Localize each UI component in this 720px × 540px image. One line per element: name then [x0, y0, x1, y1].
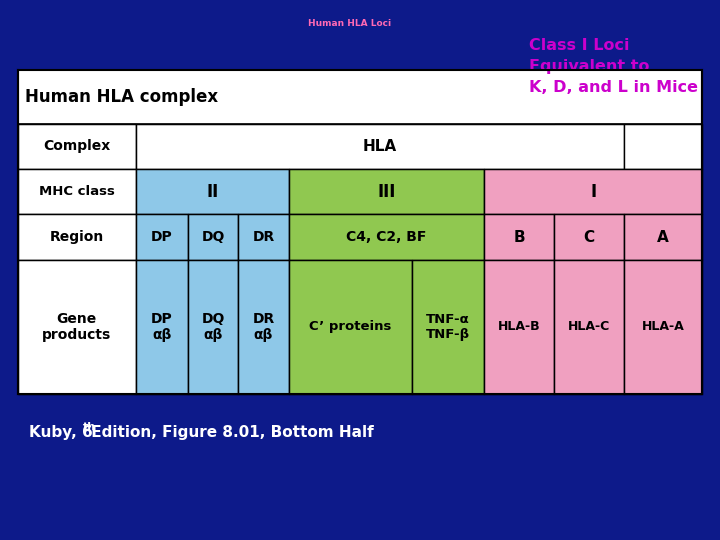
Text: HLA-C: HLA-C: [568, 320, 611, 334]
Text: Region: Region: [50, 230, 104, 244]
Text: C’ proteins: C’ proteins: [309, 320, 392, 334]
Bar: [18, 169, 135, 214]
Text: DR
αβ: DR αβ: [253, 312, 275, 342]
Bar: [18, 70, 702, 124]
Text: Class I Loci
Equivalent to
K, D, and L in Mice: Class I Loci Equivalent to K, D, and L i…: [529, 38, 698, 95]
Bar: [238, 260, 289, 394]
Bar: [18, 214, 135, 260]
Bar: [135, 169, 289, 214]
Bar: [624, 260, 702, 394]
Bar: [485, 169, 702, 214]
Bar: [18, 124, 135, 169]
Bar: [188, 260, 238, 394]
Text: Gene
products: Gene products: [42, 312, 112, 342]
Text: th: th: [83, 422, 96, 432]
Bar: [554, 214, 624, 260]
Text: HLA-B: HLA-B: [498, 320, 541, 334]
Bar: [18, 260, 135, 394]
Bar: [485, 214, 554, 260]
Text: A: A: [657, 230, 669, 245]
Bar: [188, 214, 238, 260]
Text: TNF-α
TNF-β: TNF-α TNF-β: [426, 313, 470, 341]
Text: DP
αβ: DP αβ: [150, 312, 173, 342]
Bar: [624, 124, 702, 169]
Bar: [238, 214, 289, 260]
Text: MHC class: MHC class: [39, 185, 114, 198]
Bar: [412, 260, 485, 394]
Text: DQ
αβ: DQ αβ: [202, 312, 225, 342]
Bar: [554, 260, 624, 394]
Bar: [289, 169, 485, 214]
Text: C4, C2, BF: C4, C2, BF: [346, 230, 427, 244]
Text: C: C: [584, 230, 595, 245]
Bar: [135, 124, 624, 169]
Text: II: II: [206, 183, 218, 201]
Text: HLA-A: HLA-A: [642, 320, 685, 334]
Text: Human HLA complex: Human HLA complex: [25, 88, 218, 106]
Bar: [18, 70, 702, 394]
Text: B: B: [513, 230, 525, 245]
Bar: [135, 260, 188, 394]
Bar: [485, 260, 554, 394]
Text: DR: DR: [253, 230, 275, 244]
Bar: [289, 214, 485, 260]
Text: I: I: [590, 183, 596, 201]
Text: Complex: Complex: [43, 139, 110, 153]
Text: HLA: HLA: [363, 139, 397, 154]
Text: Edition, Figure 8.01, Bottom Half: Edition, Figure 8.01, Bottom Half: [86, 425, 374, 440]
Text: III: III: [377, 183, 396, 201]
Text: DQ: DQ: [202, 230, 225, 244]
Bar: [289, 260, 412, 394]
Text: Kuby, 6: Kuby, 6: [29, 425, 93, 440]
Text: DP: DP: [150, 230, 173, 244]
Bar: [135, 214, 188, 260]
Bar: [624, 214, 702, 260]
Text: Human HLA Loci: Human HLA Loci: [307, 19, 391, 28]
